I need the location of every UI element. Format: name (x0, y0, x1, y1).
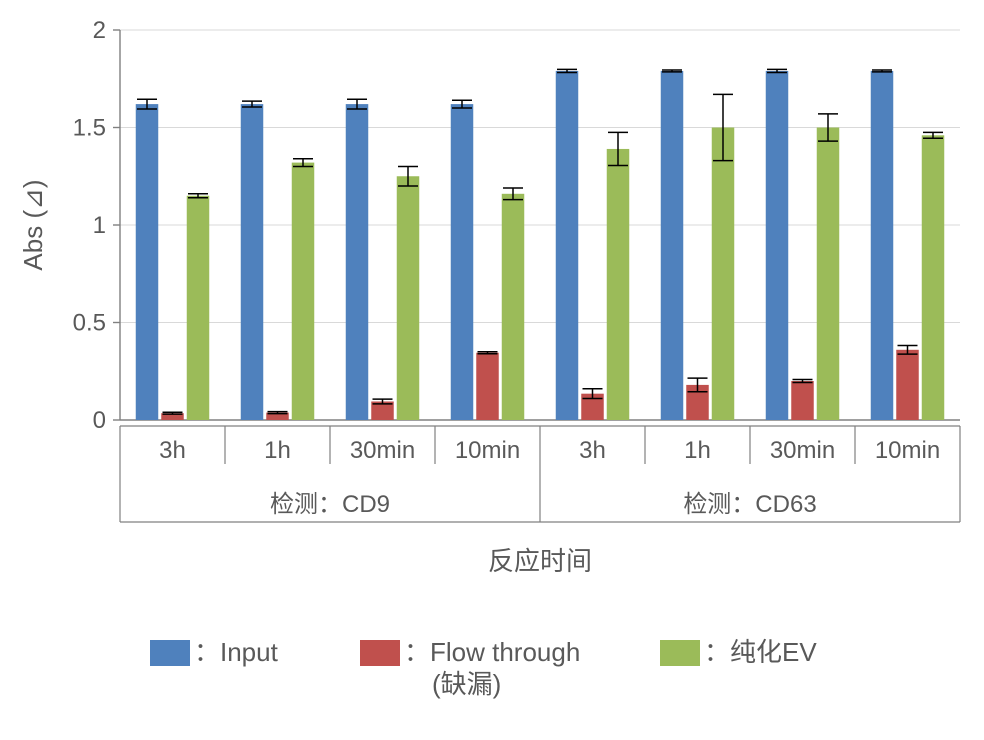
y-tick-label: 2 (93, 17, 106, 44)
x-group-label: 检测：CD9 (270, 491, 390, 518)
y-axis-title: Abs (⊿) (18, 179, 48, 270)
legend-label-purifiedEV: ：纯化EV (704, 637, 817, 667)
bar-input (766, 71, 789, 420)
bar-input (346, 104, 369, 420)
bar-purifiedEV (607, 149, 630, 420)
legend-swatch-input (150, 640, 190, 666)
bar-input (661, 71, 684, 420)
x-tick-label: 1h (264, 437, 291, 464)
bar-input (136, 104, 159, 420)
x-group-label: 检测：CD63 (683, 491, 816, 518)
legend-swatch-purifiedEV (660, 640, 700, 666)
bar-flowthrough (791, 381, 814, 420)
legend-label-flowthrough: ：Flow through(缺漏) (404, 637, 580, 699)
bar-flowthrough (896, 350, 919, 420)
bar-purifiedEV (397, 176, 420, 420)
x-tick-label: 10min (875, 437, 940, 464)
y-tick-label: 1 (93, 212, 106, 239)
bar-input (451, 104, 474, 420)
bar-purifiedEV (712, 128, 735, 421)
bar-input (871, 71, 894, 420)
x-tick-label: 10min (455, 437, 520, 464)
bar-purifiedEV (817, 128, 840, 421)
x-tick-label: 30min (770, 437, 835, 464)
bar-input (556, 71, 579, 420)
bar-purifiedEV (292, 163, 315, 420)
bar-input (241, 104, 264, 420)
bar-purifiedEV (502, 194, 525, 420)
x-tick-label: 1h (684, 437, 711, 464)
chart-svg: 0 0.5 1 1.5 2 Abs (⊿) 3h 1h 30min 10min 3h 1h 30min 1… (0, 0, 984, 740)
x-axis-title: 反应时间 (488, 546, 592, 576)
x-tick-label: 30min (350, 437, 415, 464)
x-tick-label: 3h (579, 437, 606, 464)
x-tick-label: 3h (159, 437, 186, 464)
bar-purifiedEV (187, 196, 210, 420)
bar-purifiedEV (922, 135, 945, 420)
y-tick-label: 0 (93, 407, 106, 434)
bar-chart: 0 0.5 1 1.5 2 Abs (⊿) 3h 1h 30min 10min 3h 1h 30min 1… (0, 0, 984, 740)
legend-swatch-flowthrough (360, 640, 400, 666)
y-tick-label: 0.5 (73, 310, 106, 337)
legend-label-input: ：Input (194, 637, 279, 667)
y-tick-label: 1.5 (73, 115, 106, 142)
bar-flowthrough (476, 353, 499, 420)
